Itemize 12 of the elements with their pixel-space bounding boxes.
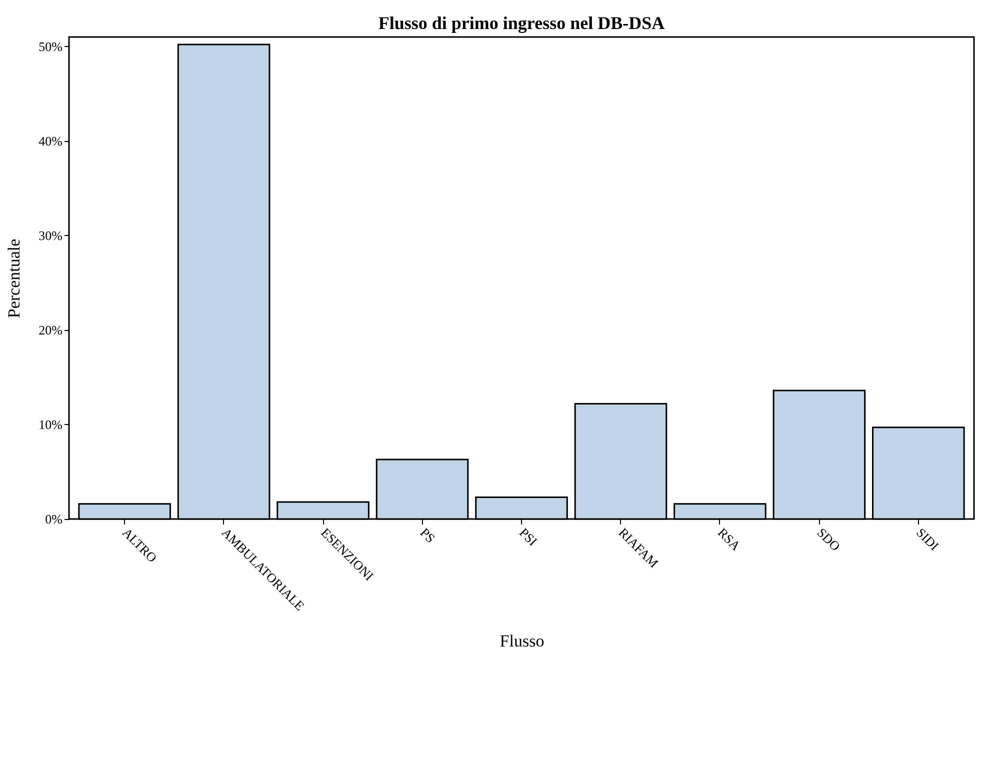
y-tick-label: 40% — [38, 133, 63, 148]
y-tick-label: 30% — [38, 228, 63, 243]
x-axis-title: Flusso — [500, 631, 544, 650]
x-tick-label: PSI — [516, 524, 540, 549]
chart-title: Flusso di primo ingresso nel DB-DSA — [378, 13, 665, 33]
x-tick-label: PS — [417, 524, 438, 546]
y-axis-title: Percentuale — [4, 238, 24, 318]
x-tick-label: SDO — [814, 524, 844, 554]
y-tick-label: 20% — [38, 322, 63, 338]
y-tick-label: 50% — [38, 38, 63, 54]
y-tick-label: 10% — [38, 416, 63, 432]
y-tick-label: 0% — [45, 512, 63, 526]
